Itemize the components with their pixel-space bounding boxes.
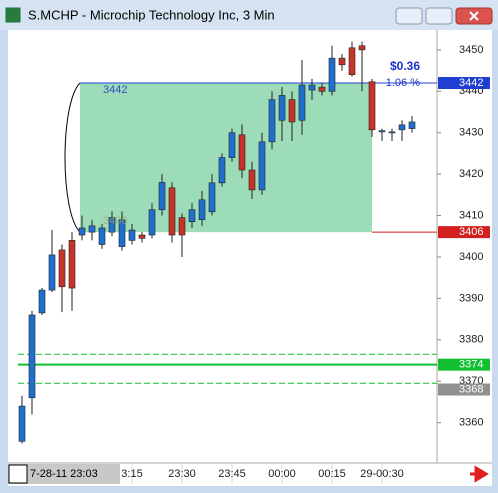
x-tick-label: 29-00:30	[360, 468, 403, 480]
candle-body	[238, 134, 246, 171]
level-label: 3368	[459, 383, 483, 395]
candle-body	[208, 182, 216, 213]
x-tick-label: 3:15	[121, 468, 142, 480]
candle-body	[288, 99, 296, 123]
level-label: 3406	[459, 226, 483, 238]
candle-body	[48, 254, 56, 291]
change-percent: 1.06 %	[386, 77, 420, 89]
zone-label: 3406	[103, 215, 127, 227]
candle-body	[138, 234, 146, 239]
x-tick-label: 23:30	[168, 468, 196, 480]
candle-body	[128, 229, 136, 241]
level-label-box	[438, 77, 490, 90]
candle-body	[168, 187, 176, 236]
scroll-arrow[interactable]	[470, 465, 489, 483]
candle-body	[58, 249, 66, 288]
candle-body	[178, 217, 186, 236]
candle-body	[388, 131, 396, 134]
candle-body	[328, 57, 336, 92]
candle-body	[378, 130, 386, 133]
window-title: S.MCHP - Microchip Technology Inc, 3 Min	[28, 7, 275, 22]
candle-body	[188, 209, 196, 223]
y-tick-label: 3380	[459, 334, 483, 346]
close-icon	[469, 11, 479, 21]
candle-body	[408, 121, 416, 129]
y-tick-label: 3420	[459, 168, 483, 180]
corner-box	[8, 464, 28, 484]
level-label-box	[438, 358, 490, 371]
candle-body	[18, 405, 26, 442]
candle-body	[258, 141, 266, 191]
candle-body	[338, 57, 346, 66]
level-label: 3442	[459, 77, 483, 89]
zone-label: 3442	[103, 84, 127, 96]
minimize-button[interactable]	[395, 7, 423, 25]
candle-body	[278, 95, 286, 121]
x-tick-label: 00:15	[318, 468, 346, 480]
zone	[80, 83, 372, 233]
candle-body	[218, 157, 226, 184]
y-tick-label: 3450	[459, 44, 483, 56]
candle-body	[88, 225, 96, 233]
candle-body	[108, 217, 116, 233]
maximize-button[interactable]	[425, 7, 453, 25]
y-tick-label: 3430	[459, 127, 483, 139]
candle-body	[318, 86, 326, 92]
y-tick-label: 3390	[459, 292, 483, 304]
candle-body	[158, 182, 166, 211]
candle-body	[308, 84, 316, 91]
candle-body	[78, 227, 86, 236]
y-tick-label: 3360	[459, 417, 483, 429]
change-value: $0.36	[390, 59, 420, 73]
candle-body	[98, 227, 106, 245]
app-icon	[5, 7, 21, 23]
zone-bracket	[64, 82, 81, 233]
candle-body	[228, 132, 236, 158]
y-tick-label: 3400	[459, 251, 483, 263]
candle-body	[348, 47, 356, 76]
candle-body	[148, 209, 156, 236]
candle-body	[198, 199, 206, 220]
level-label-box	[438, 383, 490, 396]
candle-body	[68, 240, 76, 289]
x-tick-label: 23:45	[218, 468, 246, 480]
level-label: 3374	[459, 359, 483, 371]
candle-body	[298, 84, 306, 121]
candle-body	[38, 289, 46, 314]
candle-body	[268, 99, 276, 143]
x-tick-label: 00:00	[268, 468, 296, 480]
candle-body	[28, 314, 36, 399]
level-label-box	[438, 226, 490, 239]
candle-body	[358, 45, 366, 51]
y-tick-label: 3410	[459, 209, 483, 221]
candle-body	[248, 169, 256, 191]
candle-body	[368, 81, 376, 131]
candle-body	[118, 219, 126, 247]
cursor-label: 7-28-11 23:03	[30, 468, 98, 480]
candle-body	[398, 124, 406, 131]
cursor-label-box	[8, 464, 120, 484]
